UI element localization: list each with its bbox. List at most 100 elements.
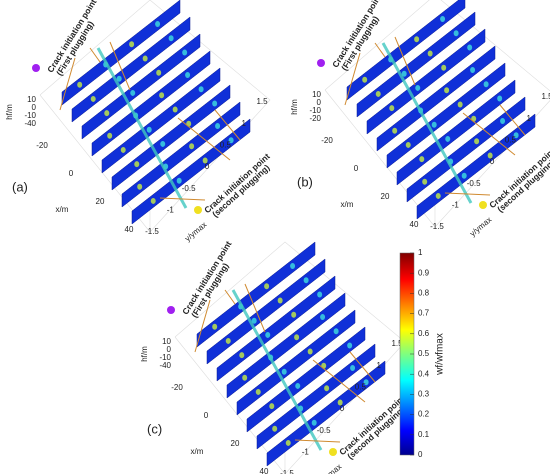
panel-letter: (c): [147, 421, 162, 436]
panel-letter: (b): [297, 174, 313, 189]
arrow: [214, 109, 241, 141]
fracture-spot: [441, 64, 447, 71]
fracture-spot: [215, 122, 221, 129]
fracture-spot: [307, 348, 313, 355]
panel: Crack initiation point(First plugging)Cr…: [290, 0, 550, 238]
fracture-spot: [265, 331, 271, 338]
fracture-spot: [90, 95, 96, 102]
arrow: [59, 57, 76, 111]
fracture-spot: [272, 425, 278, 432]
fracture-spot: [427, 50, 433, 57]
arrow: [312, 359, 366, 403]
y-tick: 1.5: [256, 97, 268, 106]
fracture-spot: [264, 283, 270, 290]
x-label: x/m: [341, 200, 354, 209]
hf-tick: 0: [32, 103, 37, 112]
fracture: [366, 28, 486, 135]
fracture-spot: [294, 334, 300, 341]
fracture: [376, 45, 496, 152]
fracture-spot: [142, 55, 148, 62]
fracture-spot: [375, 90, 381, 97]
fracture-spot: [363, 379, 369, 386]
fracture-spot: [269, 403, 275, 410]
arrow: [444, 192, 491, 196]
arrow: [244, 283, 266, 333]
wellbore: [96, 47, 188, 209]
fracture-spot: [104, 110, 110, 117]
fracture: [346, 0, 466, 101]
colorbar-tick-label: 0.9: [418, 268, 430, 277]
fracture-spot: [295, 382, 301, 389]
y-tick: 0: [205, 162, 210, 171]
fracture-spot: [159, 92, 165, 99]
fracture-spot: [392, 127, 398, 134]
fracture-spot: [228, 137, 234, 144]
first-point: [167, 306, 175, 314]
fracture: [386, 62, 506, 169]
fracture-spot: [444, 87, 450, 94]
arrow: [374, 42, 386, 58]
hf-label: hf/m: [290, 99, 299, 115]
y-tick: -1.5: [430, 222, 444, 231]
fracture-spot: [422, 178, 428, 185]
fracture-spot: [362, 76, 368, 83]
x-tick: 0: [69, 169, 74, 178]
fracture: [61, 0, 181, 106]
fracture-spot: [107, 132, 113, 139]
x-tick: 40: [260, 467, 269, 474]
fracture-spot: [116, 75, 122, 82]
arrow: [499, 104, 526, 136]
fracture-spot: [168, 35, 174, 42]
y-tick: 1.5: [541, 92, 550, 101]
fracture: [121, 101, 241, 208]
fracture-spot: [333, 328, 339, 335]
fracture-spot: [311, 419, 317, 426]
colorbar-label: wf/wfmax: [435, 333, 446, 376]
fracture-spot: [415, 84, 421, 91]
fracture-spot: [239, 352, 245, 359]
colorbar-tick-label: 0.2: [418, 410, 430, 419]
arrow: [349, 351, 376, 383]
fracture: [246, 326, 366, 433]
second-point: [329, 448, 337, 456]
fracture-spot: [156, 69, 162, 76]
hf-tick: 10: [162, 337, 171, 346]
hf-tick: 10: [27, 95, 36, 104]
arrow: [159, 197, 206, 201]
hf-tick: -10: [24, 111, 36, 120]
fracture-spot: [291, 311, 297, 318]
fracture-spot: [500, 117, 506, 124]
second-label: (second plugging): [345, 404, 407, 461]
fracture-spot: [419, 156, 425, 163]
fracture: [206, 258, 326, 365]
fracture-spot: [497, 95, 503, 102]
fracture-spot: [176, 177, 182, 184]
fracture-spot: [242, 374, 248, 381]
arrow: [294, 439, 341, 443]
first-point: [317, 59, 325, 67]
y-tick: 0: [340, 404, 345, 413]
arrow: [89, 47, 101, 63]
second-point: [194, 206, 202, 214]
x-label: x/m: [56, 205, 69, 214]
x-tick: -20: [36, 141, 48, 150]
fracture-spot: [347, 342, 353, 349]
fracture-spot: [285, 439, 291, 446]
fracture: [196, 241, 316, 348]
fracture-spot: [137, 183, 143, 190]
arrow: [344, 52, 361, 106]
fracture-spot: [470, 66, 476, 73]
fracture: [111, 84, 231, 191]
colorbar-tick-label: 1: [418, 248, 423, 257]
x-tick: 40: [125, 225, 134, 234]
fracture-spot: [431, 121, 437, 128]
first-label: Crack initiation point: [45, 0, 98, 74]
fracture-spot: [129, 41, 135, 48]
first-point: [32, 64, 40, 72]
arrow: [109, 41, 131, 91]
fracture-spot: [251, 317, 257, 324]
hf-tick: 0: [317, 98, 322, 107]
colorbar-tick-label: 0.1: [418, 430, 430, 439]
fracture-spot: [77, 81, 83, 88]
x-label: x/m: [191, 447, 204, 456]
